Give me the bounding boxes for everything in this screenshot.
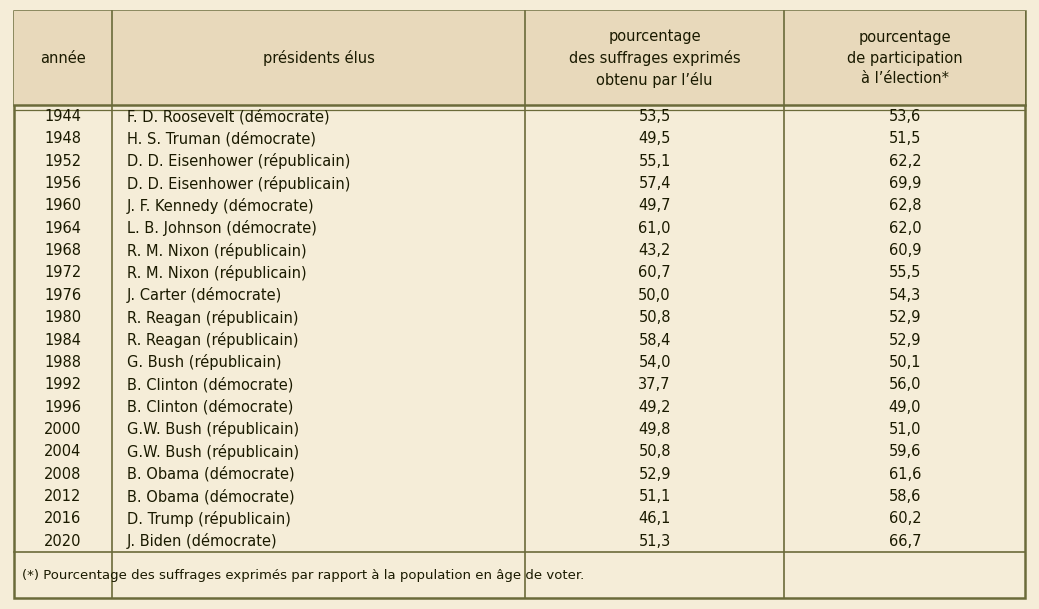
Text: 66,7: 66,7 bbox=[888, 533, 922, 549]
Text: 55,1: 55,1 bbox=[638, 153, 671, 169]
Text: 1952: 1952 bbox=[45, 153, 81, 169]
Text: 53,5: 53,5 bbox=[638, 109, 671, 124]
Text: 61,0: 61,0 bbox=[638, 221, 671, 236]
Text: 1992: 1992 bbox=[45, 377, 81, 392]
Text: 1972: 1972 bbox=[45, 266, 81, 281]
Text: 1948: 1948 bbox=[45, 132, 81, 146]
Text: 50,8: 50,8 bbox=[638, 310, 671, 325]
Text: 57,4: 57,4 bbox=[638, 176, 671, 191]
Text: 59,6: 59,6 bbox=[888, 445, 922, 459]
Text: J. Biden (démocrate): J. Biden (démocrate) bbox=[127, 533, 277, 549]
Text: 62,2: 62,2 bbox=[888, 153, 922, 169]
Text: 52,9: 52,9 bbox=[888, 310, 922, 325]
Text: J. F. Kennedy (démocrate): J. F. Kennedy (démocrate) bbox=[127, 198, 315, 214]
Text: D. D. Eisenhower (républicain): D. D. Eisenhower (républicain) bbox=[127, 175, 350, 192]
Text: G.W. Bush (républicain): G.W. Bush (républicain) bbox=[127, 444, 299, 460]
Text: 53,6: 53,6 bbox=[888, 109, 922, 124]
Text: F. D. Roosevelt (démocrate): F. D. Roosevelt (démocrate) bbox=[127, 109, 329, 124]
Text: 1968: 1968 bbox=[45, 243, 81, 258]
Text: 61,6: 61,6 bbox=[888, 466, 922, 482]
Text: G.W. Bush (républicain): G.W. Bush (républicain) bbox=[127, 421, 299, 437]
Text: R. M. Nixon (républicain): R. M. Nixon (républicain) bbox=[127, 265, 307, 281]
Text: R. M. Nixon (républicain): R. M. Nixon (républicain) bbox=[127, 242, 307, 259]
Text: 60,9: 60,9 bbox=[888, 243, 922, 258]
Text: 49,2: 49,2 bbox=[638, 400, 671, 415]
Text: 52,9: 52,9 bbox=[638, 466, 671, 482]
Text: 1980: 1980 bbox=[45, 310, 81, 325]
Text: 2020: 2020 bbox=[44, 533, 82, 549]
Text: 1984: 1984 bbox=[45, 333, 81, 348]
Text: B. Obama (démocrate): B. Obama (démocrate) bbox=[127, 489, 294, 504]
Text: 46,1: 46,1 bbox=[638, 512, 671, 526]
Text: R. Reagan (républicain): R. Reagan (républicain) bbox=[127, 332, 298, 348]
Text: 69,9: 69,9 bbox=[888, 176, 922, 191]
Text: G. Bush (républicain): G. Bush (républicain) bbox=[127, 354, 282, 370]
Text: 37,7: 37,7 bbox=[638, 377, 671, 392]
Text: (*) Pourcentage des suffrages exprimés par rapport à la population en âge de vot: (*) Pourcentage des suffrages exprimés p… bbox=[22, 569, 584, 582]
Text: 49,0: 49,0 bbox=[888, 400, 922, 415]
Text: 1944: 1944 bbox=[45, 109, 81, 124]
Text: 50,8: 50,8 bbox=[638, 445, 671, 459]
Text: 50,0: 50,0 bbox=[638, 288, 671, 303]
Text: 51,1: 51,1 bbox=[638, 489, 671, 504]
Text: 51,3: 51,3 bbox=[638, 533, 671, 549]
Text: B. Obama (démocrate): B. Obama (démocrate) bbox=[127, 466, 294, 482]
Text: R. Reagan (républicain): R. Reagan (républicain) bbox=[127, 310, 298, 326]
Text: pourcentage
de participation
à l’élection*: pourcentage de participation à l’électio… bbox=[847, 30, 963, 86]
Text: 49,5: 49,5 bbox=[638, 132, 671, 146]
Text: présidents élus: présidents élus bbox=[263, 50, 374, 66]
Text: 50,1: 50,1 bbox=[888, 355, 922, 370]
Text: 43,2: 43,2 bbox=[638, 243, 671, 258]
Text: 51,0: 51,0 bbox=[888, 422, 922, 437]
Bar bbox=[14, 11, 1025, 105]
Text: 2004: 2004 bbox=[45, 445, 81, 459]
Text: 2012: 2012 bbox=[45, 489, 81, 504]
Text: B. Clinton (démocrate): B. Clinton (démocrate) bbox=[127, 377, 293, 392]
Text: L. B. Johnson (démocrate): L. B. Johnson (démocrate) bbox=[127, 220, 317, 236]
Text: année: année bbox=[39, 51, 86, 66]
Text: 1996: 1996 bbox=[45, 400, 81, 415]
Text: 60,2: 60,2 bbox=[888, 512, 922, 526]
Text: 1964: 1964 bbox=[45, 221, 81, 236]
Text: 54,0: 54,0 bbox=[638, 355, 671, 370]
Text: 54,3: 54,3 bbox=[888, 288, 922, 303]
Text: 58,6: 58,6 bbox=[888, 489, 922, 504]
Text: D. D. Eisenhower (républicain): D. D. Eisenhower (républicain) bbox=[127, 153, 350, 169]
Text: 56,0: 56,0 bbox=[888, 377, 922, 392]
Text: 58,4: 58,4 bbox=[638, 333, 671, 348]
Text: D. Trump (républicain): D. Trump (républicain) bbox=[127, 511, 291, 527]
Text: 52,9: 52,9 bbox=[888, 333, 922, 348]
Text: 55,5: 55,5 bbox=[888, 266, 922, 281]
Text: J. Carter (démocrate): J. Carter (démocrate) bbox=[127, 287, 282, 303]
Text: B. Clinton (démocrate): B. Clinton (démocrate) bbox=[127, 400, 293, 415]
Text: 60,7: 60,7 bbox=[638, 266, 671, 281]
Text: 2000: 2000 bbox=[44, 422, 82, 437]
Text: 1976: 1976 bbox=[45, 288, 81, 303]
Text: pourcentage
des suffrages exprimés
obtenu par l’élu: pourcentage des suffrages exprimés obten… bbox=[568, 29, 741, 88]
Text: 62,8: 62,8 bbox=[888, 199, 922, 213]
Text: 51,5: 51,5 bbox=[888, 132, 922, 146]
Text: 49,7: 49,7 bbox=[638, 199, 671, 213]
Text: 2016: 2016 bbox=[45, 512, 81, 526]
Text: H. S. Truman (démocrate): H. S. Truman (démocrate) bbox=[127, 131, 316, 147]
Text: 1988: 1988 bbox=[45, 355, 81, 370]
Text: 49,8: 49,8 bbox=[638, 422, 671, 437]
Text: 1960: 1960 bbox=[45, 199, 81, 213]
Text: 62,0: 62,0 bbox=[888, 221, 922, 236]
Text: 2008: 2008 bbox=[45, 466, 81, 482]
Text: 1956: 1956 bbox=[45, 176, 81, 191]
